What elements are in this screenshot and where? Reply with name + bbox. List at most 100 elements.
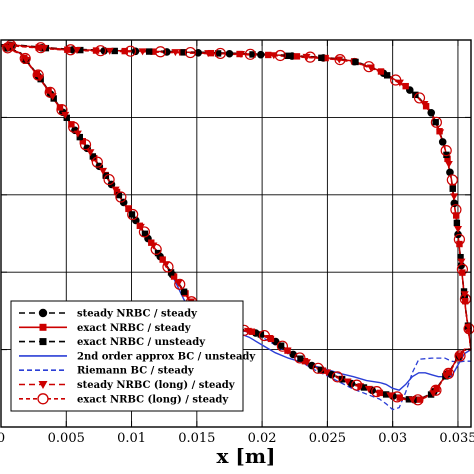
marker-circle-open xyxy=(450,204,462,216)
marker-square-filled xyxy=(265,51,272,59)
marker-circle-filled xyxy=(100,46,108,55)
marker-square-filled xyxy=(297,355,304,362)
y-axis-ticks xyxy=(1,116,471,351)
marker-square-filled xyxy=(56,104,64,111)
legend-entry-label: 2nd order approx BC / unsteady xyxy=(77,351,256,362)
legend-entry-label: exact NRBC / steady xyxy=(77,323,192,334)
marker-square-filled xyxy=(214,50,222,57)
plot-frame xyxy=(0,39,472,428)
marker-circle-open xyxy=(440,144,452,157)
marker-circle-open xyxy=(94,45,107,57)
marker-circle-open xyxy=(127,208,139,221)
marker-circle-open xyxy=(138,226,151,238)
marker-circle-open xyxy=(56,104,68,116)
legend-entry-label: exact NRBC / unsteady xyxy=(77,337,206,348)
marker-triangle-down xyxy=(138,48,147,56)
marker-triangle-down xyxy=(455,353,464,361)
marker-circle-open xyxy=(391,391,403,403)
marker-square-filled xyxy=(159,256,166,263)
legend-marker xyxy=(38,381,48,389)
marker-square-filled xyxy=(453,219,461,227)
marker-square-filled xyxy=(360,384,368,391)
marker-circle-open xyxy=(115,191,127,203)
marker-triangle-down xyxy=(61,111,70,119)
marker-circle-open xyxy=(214,47,226,60)
marker-square-filled xyxy=(77,46,84,54)
marker-triangle-down xyxy=(442,372,451,380)
marker-square-filled xyxy=(64,46,71,53)
marker-circle-open xyxy=(103,173,115,186)
marker-square-filled xyxy=(352,58,359,66)
marker-circle-filled xyxy=(457,261,465,270)
marker-triangle-down xyxy=(111,186,120,194)
marker-circle-filled xyxy=(225,49,234,58)
marker-square-filled xyxy=(180,288,188,295)
marker-square-filled xyxy=(396,394,403,401)
marker-square-filled xyxy=(416,396,424,403)
marker-square-filled xyxy=(128,211,136,218)
marker-triangle-down xyxy=(366,64,375,72)
marker-square-filled xyxy=(115,191,123,199)
marker-square-filled xyxy=(453,212,460,219)
marker-triangle-down xyxy=(22,56,31,64)
marker-circle-open xyxy=(430,384,442,396)
marker-circle-open xyxy=(150,243,162,256)
marker-circle-open xyxy=(276,340,289,352)
marker-square-filled xyxy=(376,389,384,397)
marker-triangle-down xyxy=(457,258,466,266)
legend-marker xyxy=(38,308,48,318)
marker-circle-open xyxy=(174,278,186,290)
marker-circle-filled xyxy=(438,138,447,146)
marker-square-filled xyxy=(432,118,439,126)
marker-square-filled xyxy=(35,44,42,51)
marker-circle-open xyxy=(162,261,174,273)
marker-triangle-down xyxy=(136,223,145,231)
marker-square-filled xyxy=(357,383,364,390)
marker-square-filled xyxy=(150,48,157,55)
legend-marker xyxy=(39,323,47,331)
marker-circle-filled xyxy=(446,168,454,177)
marker-circle-open xyxy=(79,139,92,151)
marker-triangle-down xyxy=(105,47,114,55)
x-tick-label: 0.005 xyxy=(48,431,85,446)
marker-triangle-down xyxy=(444,161,453,169)
marker-circle-open xyxy=(68,121,80,133)
marker-triangle-down xyxy=(450,193,459,201)
marker-square-filled xyxy=(449,185,456,192)
marker-triangle-down xyxy=(243,327,252,335)
marker-square-filled xyxy=(111,47,118,55)
marker-square-filled xyxy=(317,366,325,374)
marker-triangle-down xyxy=(99,167,108,175)
marker-circle-open xyxy=(454,350,466,362)
marker-triangle-down xyxy=(454,225,463,233)
x-tick-label: 0 xyxy=(0,431,5,446)
marker-square-filled xyxy=(154,249,162,257)
marker-circle-open xyxy=(44,86,56,98)
marker-square-filled xyxy=(322,54,329,62)
x-tick-label: 0.015 xyxy=(178,431,215,446)
marker-circle-open xyxy=(35,42,47,54)
marker-circle-open xyxy=(294,352,306,364)
marker-circle-open xyxy=(64,44,77,56)
marker-triangle-down xyxy=(36,74,45,82)
marker-triangle-down xyxy=(174,279,183,287)
marker-square-filled xyxy=(33,70,41,78)
marker-triangle-down xyxy=(86,149,95,157)
marker-circle-open xyxy=(453,233,465,246)
marker-circle-open xyxy=(258,329,270,342)
x-axis-title: x [m] xyxy=(217,444,276,468)
marker-square-filled xyxy=(427,391,435,398)
marker-circle-open xyxy=(430,116,442,128)
x-tick-label: 0.025 xyxy=(309,431,346,446)
marker-circle-open xyxy=(32,69,44,81)
marker-triangle-down xyxy=(171,49,180,57)
marker-triangle-down xyxy=(322,369,331,377)
marker-circle-filled xyxy=(194,49,202,57)
marker-triangle-down xyxy=(302,359,311,367)
x-tick-label: 0.02 xyxy=(248,431,277,446)
x-tick-label: 0.01 xyxy=(117,431,146,446)
marker-circle-open xyxy=(371,386,383,398)
marker-circle-filled xyxy=(450,199,459,208)
x-tick-label: 0.03 xyxy=(378,431,407,446)
marker-square-filled xyxy=(248,328,256,335)
